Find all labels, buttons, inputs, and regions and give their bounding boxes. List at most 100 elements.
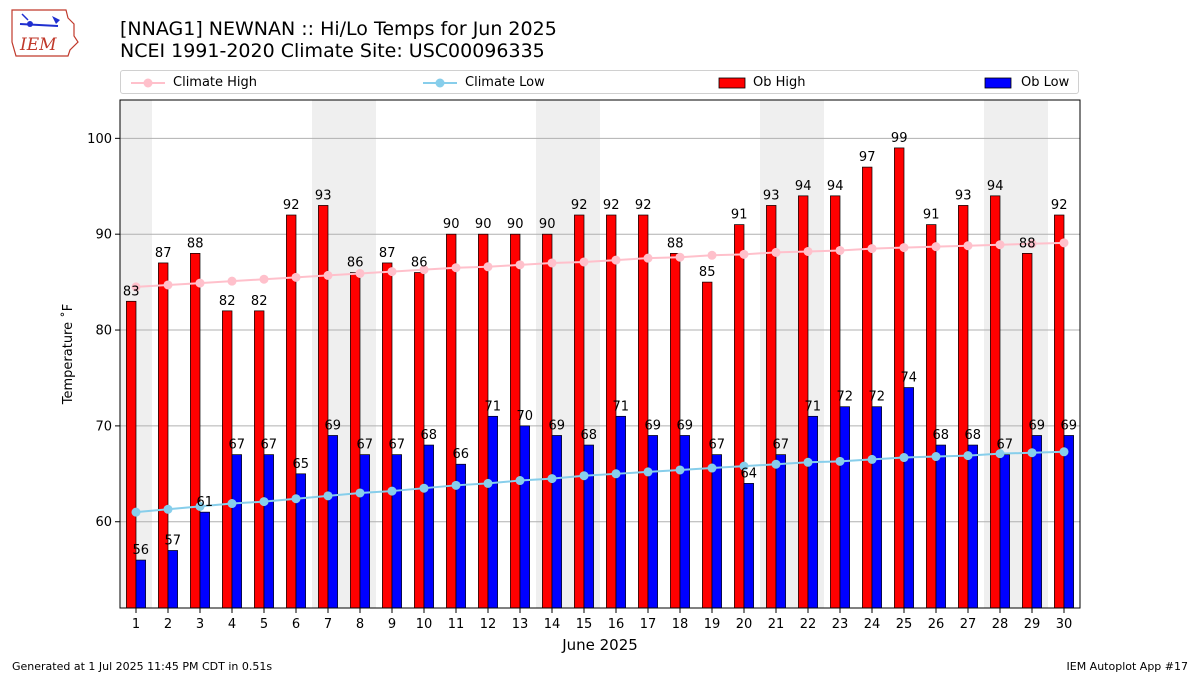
y-tick-label: 70 — [95, 419, 112, 434]
ob-low-bar — [551, 435, 562, 609]
footer-generated: Generated at 1 Jul 2025 11:45 PM CDT in … — [12, 660, 273, 673]
climate-high-point — [163, 280, 173, 290]
climate-high-point — [835, 245, 845, 255]
climate-high-point — [931, 242, 941, 252]
climate-low-point — [547, 474, 557, 484]
ob-low-bar — [359, 454, 370, 609]
climate-high-point — [1027, 239, 1037, 249]
ob-high-label: 93 — [763, 188, 780, 203]
climate-high-point — [963, 241, 973, 251]
ob-high-label: 86 — [347, 256, 364, 271]
x-tick-label: 25 — [896, 617, 913, 632]
x-tick-label: 5 — [260, 617, 268, 632]
x-tick-label: 20 — [736, 617, 753, 632]
x-tick-label: 18 — [672, 617, 689, 632]
climate-low-point — [675, 465, 685, 475]
ob-high-bar — [734, 224, 745, 609]
ob-low-label: 69 — [325, 418, 342, 433]
ob-low-label: 67 — [773, 438, 790, 453]
x-tick-label: 2 — [164, 617, 172, 632]
ob-low-label: 69 — [677, 418, 694, 433]
x-tick-label: 17 — [640, 617, 657, 632]
x-tick-label: 19 — [704, 617, 721, 632]
climate-high-point — [771, 247, 781, 257]
ob-low-label: 71 — [613, 399, 630, 414]
ob-high-label: 85 — [699, 265, 716, 280]
climate-low-point — [451, 480, 461, 490]
climate-high-point — [259, 274, 269, 284]
ob-low-bar — [711, 454, 722, 609]
climate-high-point — [195, 278, 205, 288]
y-axis-label: Temperature ˚F — [60, 304, 76, 405]
ob-low-label: 68 — [421, 428, 438, 443]
ob-high-label: 94 — [795, 179, 812, 194]
climate-high-point — [323, 270, 333, 280]
ob-low-label: 61 — [197, 495, 214, 510]
climate-low-point — [387, 486, 397, 496]
ob-high-label: 83 — [123, 284, 140, 299]
ob-high-bar — [222, 310, 233, 609]
ob-high-label: 90 — [539, 217, 556, 232]
climate-low-point — [931, 452, 941, 462]
ob-low-bar — [1031, 435, 1042, 609]
iem-logo: IEM — [8, 6, 80, 62]
x-tick-label: 24 — [864, 617, 881, 632]
ob-high-label: 91 — [923, 208, 940, 223]
x-tick-label: 7 — [324, 617, 332, 632]
y-tick-label: 90 — [95, 228, 112, 243]
ob-low-bar — [231, 454, 242, 609]
ob-high-label: 90 — [475, 217, 492, 232]
ob-high-bar — [638, 214, 649, 609]
ob-low-label: 69 — [645, 418, 662, 433]
ob-high-label: 93 — [955, 188, 972, 203]
climate-high-point — [227, 276, 237, 286]
legend-ob-high-label: Ob High — [753, 75, 806, 90]
legend: Climate High Climate Low Ob High Ob Low — [120, 70, 1079, 94]
x-tick-label: 14 — [544, 617, 561, 632]
ob-high-label: 87 — [155, 246, 172, 261]
ob-high-bar — [478, 233, 489, 609]
climate-low-point — [259, 497, 269, 507]
ob-high-label: 90 — [443, 217, 460, 232]
x-tick-label: 26 — [928, 617, 945, 632]
ob-low-bar — [135, 559, 146, 609]
ob-high-bar — [158, 262, 169, 609]
ob-high-label: 91 — [731, 208, 748, 223]
ob-high-label: 88 — [187, 236, 204, 251]
svg-text:IEM: IEM — [19, 35, 57, 55]
climate-high-point — [483, 262, 493, 272]
climate-low-point — [355, 488, 365, 498]
ob-low-bar — [967, 444, 978, 609]
ob-high-label: 82 — [251, 294, 268, 309]
climate-high-point — [579, 257, 589, 267]
ob-low-label: 56 — [133, 543, 150, 558]
ob-high-bar — [318, 205, 329, 609]
legend-climate-low-label: Climate Low — [465, 75, 545, 90]
x-tick-label: 15 — [576, 617, 593, 632]
ob-low-bar — [1063, 435, 1074, 609]
ob-high-label: 92 — [283, 198, 300, 213]
ob-high-label: 92 — [571, 198, 588, 213]
ob-high-bar — [254, 310, 265, 609]
legend-ob-low-label: Ob Low — [1021, 75, 1070, 90]
x-tick-label: 28 — [992, 617, 1009, 632]
ob-low-bar — [295, 473, 306, 609]
x-tick-label: 11 — [448, 617, 465, 632]
ob-high-bar — [190, 253, 201, 609]
climate-high-point — [515, 260, 525, 270]
climate-low-point — [483, 478, 493, 488]
climate-low-point — [291, 494, 301, 504]
climate-low-point — [835, 456, 845, 466]
y-tick-label: 100 — [87, 132, 112, 147]
climate-low-point — [771, 459, 781, 469]
ob-low-label: 67 — [997, 438, 1014, 453]
ob-low-label: 69 — [1029, 418, 1046, 433]
ob-low-label: 71 — [485, 399, 502, 414]
climate-high-point — [355, 268, 365, 278]
ob-high-bar — [574, 214, 585, 609]
x-tick-label: 13 — [512, 617, 529, 632]
climate-high-point — [707, 250, 717, 260]
climate-low-line — [135, 450, 1065, 514]
x-tick-label: 12 — [480, 617, 497, 632]
climate-high-point — [803, 246, 813, 256]
